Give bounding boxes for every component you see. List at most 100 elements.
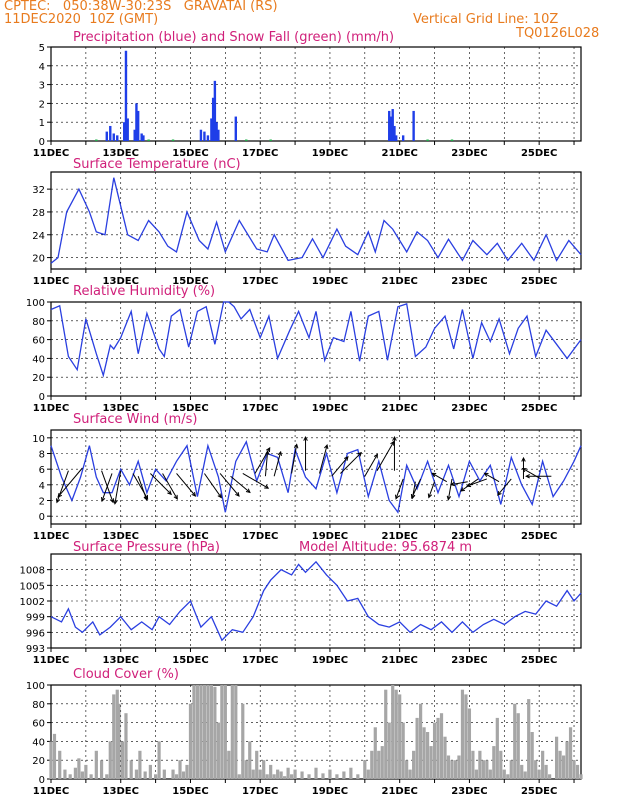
wind-arrow-head <box>245 488 251 494</box>
y-tick-label: 999 <box>26 613 45 624</box>
x-tick-label: 11DEC <box>33 786 69 797</box>
cloud-bar <box>342 771 346 779</box>
cloud-bar <box>115 689 119 779</box>
x-tick-label: 23DEC <box>451 403 487 414</box>
cloud-bar <box>230 685 234 779</box>
cloud-bar <box>181 771 186 779</box>
wind-arrow-head <box>446 495 452 501</box>
wind-arrow-head <box>167 490 173 496</box>
cloud-bar <box>481 760 485 779</box>
x-tick-label: 25DEC <box>521 531 557 542</box>
cloud-bar <box>178 760 182 779</box>
cloud-bar <box>58 750 62 779</box>
precip-bar <box>388 110 391 141</box>
precip-bar <box>391 109 394 141</box>
panel-annotation: Model Altitude: 95.6874 m <box>299 540 472 555</box>
wind-arrow-head <box>390 440 395 446</box>
cloud-bar <box>366 769 370 779</box>
panel-5: Cloud Cover (%) 0 20 40 60 80 100 11DEC 13DEC 15D… <box>26 667 583 797</box>
cloud-bar <box>129 760 133 779</box>
y-tick-label: 0 <box>39 512 45 523</box>
wind-arrow <box>242 473 269 489</box>
wind-arrow-head <box>459 487 465 492</box>
cloud-bar <box>80 771 84 779</box>
cloud-bar <box>63 769 67 779</box>
cloud-bar <box>370 750 374 779</box>
cloud-bar <box>188 703 193 779</box>
cloud-bar <box>436 717 440 779</box>
precip-bar <box>126 118 129 141</box>
cloud-bar <box>419 703 423 779</box>
wind-arrow-head <box>57 492 62 498</box>
y-tick-label: 1 <box>39 118 45 129</box>
wind-arrow-head <box>113 499 118 505</box>
wind-arrow <box>264 451 269 477</box>
wind-arrow-head <box>344 456 349 461</box>
cloud-bar <box>234 685 238 779</box>
cloud-bar <box>138 750 142 779</box>
cloud-bar <box>561 755 566 779</box>
panel-title: Relative Humidity (%) <box>73 284 215 299</box>
precip-bar <box>203 131 206 141</box>
cloud-bar <box>474 769 478 779</box>
cloud-bar <box>148 764 152 779</box>
x-tick-label: 23DEC <box>451 276 487 287</box>
cloud-bar <box>373 727 377 779</box>
wind-arrow <box>150 473 172 495</box>
cloud-bar <box>579 774 583 779</box>
wind-arrow-head <box>173 494 178 500</box>
cloud-bar <box>391 685 395 779</box>
cloud-bar <box>171 769 175 779</box>
cloud-bar <box>520 764 524 779</box>
y-tick-label: 1005 <box>20 581 45 592</box>
wind-arrow-head <box>264 484 270 489</box>
x-tick-label: 19DEC <box>312 786 348 797</box>
wind-arrow-head <box>427 493 433 499</box>
cloud-bar <box>251 769 255 779</box>
wind-arrow-head <box>143 495 148 501</box>
x-tick-label: 13DEC <box>103 531 139 542</box>
wind-arrow-head <box>373 453 378 459</box>
wind-arrow-head <box>521 467 527 473</box>
cloud-bar <box>272 774 276 779</box>
cloud-bar <box>412 750 416 779</box>
cloud-bar <box>286 767 290 779</box>
wind-arrow <box>176 473 196 497</box>
wind-arrow <box>395 478 404 499</box>
cloud-bar <box>422 727 426 779</box>
precip-bar <box>140 133 143 141</box>
cloud-bar <box>143 771 147 779</box>
panel-3: Surface Wind (m/s) 0 2 4 6 8 10 11DEC 13DEC 15DEC… <box>32 412 582 542</box>
cloud-bar <box>227 750 231 779</box>
cloud-bar <box>192 685 196 779</box>
precip-bar <box>217 129 220 141</box>
cloud-bar <box>523 771 527 779</box>
y-tick-label: 100 <box>26 681 45 692</box>
precip-bar <box>393 125 396 141</box>
cloud-bar <box>499 750 503 779</box>
cloud-bar <box>105 774 109 779</box>
cloud-bar <box>94 750 98 779</box>
wind-arrow <box>376 441 395 471</box>
x-tick-label: 11DEC <box>33 531 69 542</box>
y-tick-label: 100 <box>26 298 45 309</box>
cloud-bar <box>544 764 548 779</box>
wind-arrow <box>273 451 282 477</box>
cloud-bar <box>289 774 294 779</box>
cloud-bar <box>425 732 430 779</box>
x-tick-label: 15DEC <box>172 531 208 542</box>
wind-arrow <box>319 444 328 474</box>
wind-arrow-head <box>191 491 197 497</box>
precip-bar <box>234 116 238 141</box>
wind-arrow <box>451 481 468 486</box>
x-tick-label: 13DEC <box>103 276 139 287</box>
cloud-bar <box>220 685 224 779</box>
cloud-bar <box>398 694 402 779</box>
cloud-bar <box>492 746 496 779</box>
x-tick-label: 21DEC <box>381 531 417 542</box>
x-tick-label: 13DEC <box>103 148 139 159</box>
cloud-bar <box>457 755 461 779</box>
cloud-bar <box>237 774 241 779</box>
cloud-bar <box>558 750 562 779</box>
cloud-bar <box>478 750 482 779</box>
